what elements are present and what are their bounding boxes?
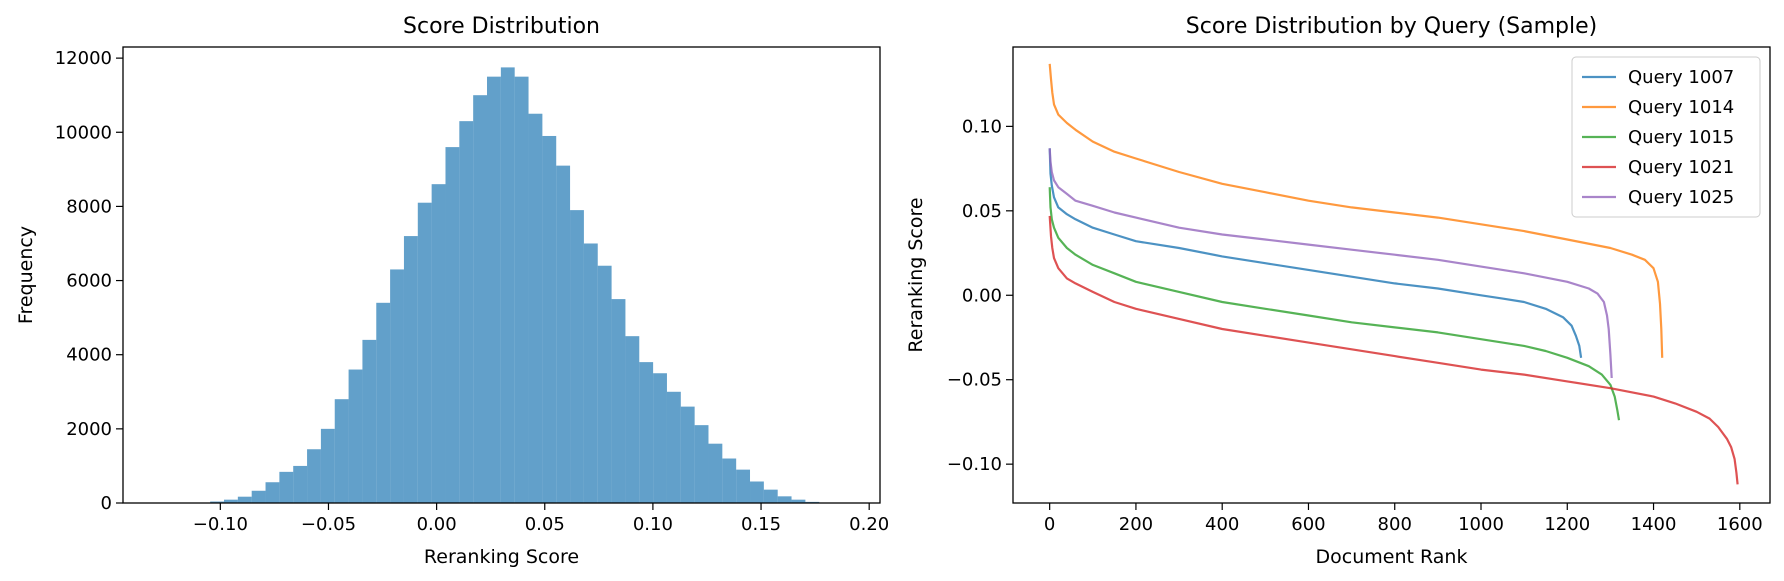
histogram-bar — [417, 202, 432, 503]
histogram-bar — [722, 458, 737, 503]
x-tick-label: 1600 — [1717, 514, 1763, 535]
histogram-bar — [473, 95, 488, 503]
histogram-panel: −0.10 −0.05 0.00 0.05 0.10 0.15 0.20 0 2000 4000 6… — [15, 14, 889, 568]
histogram-bar — [570, 210, 584, 503]
histogram-bar — [320, 428, 335, 503]
y-tick-label: −0.10 — [947, 454, 1002, 475]
series-line-query-1007 — [1048, 148, 1583, 358]
histogram-bar — [293, 465, 308, 503]
plot-frame — [122, 46, 881, 504]
y-tick-label: 4000 — [66, 345, 112, 366]
histogram-bar — [777, 496, 792, 503]
x-tick-label: 0.10 — [633, 514, 673, 535]
histogram-bar — [791, 499, 806, 503]
histogram-bar — [736, 469, 751, 503]
x-tick-label: 800 — [1378, 514, 1412, 535]
histogram-bar — [653, 373, 667, 503]
histogram-bar — [556, 165, 571, 503]
histogram-bar — [597, 265, 612, 503]
line-chart-panel: 0 200 400 600 800 1000 1200 1400 1600 −0.10 −0.05 0… — [905, 14, 1771, 568]
series-line-query-1021 — [1048, 215, 1739, 485]
y-tick-label: 6000 — [66, 271, 112, 292]
x-tick-label: 0.00 — [417, 514, 457, 535]
plot-frame — [1012, 46, 1771, 504]
y-tick-label: 10000 — [55, 122, 112, 143]
x-tick-label: 0.05 — [525, 514, 565, 535]
legend-box — [1571, 56, 1761, 218]
histogram-bar — [583, 243, 598, 504]
chart-title: Score Distribution by Query (Sample) — [1186, 14, 1597, 39]
x-tick-label: 0 — [1044, 514, 1055, 535]
histogram-bar — [362, 339, 377, 503]
histogram-bar — [625, 336, 640, 503]
x-axis-label: Reranking Score — [424, 546, 579, 568]
histogram-bar — [237, 496, 252, 503]
histogram-bar — [750, 481, 764, 503]
legend-label: Query 1025 — [1628, 187, 1734, 208]
legend-label: Query 1007 — [1628, 67, 1734, 88]
y-tick-label: 2000 — [66, 419, 112, 440]
histogram-bar — [500, 67, 515, 503]
histogram-bar — [251, 490, 266, 503]
y-tick-label: 0.00 — [962, 285, 1002, 306]
histogram-bar — [307, 449, 321, 503]
histogram-bar — [459, 121, 474, 504]
x-tick-label: 1400 — [1631, 514, 1677, 535]
series-line-query-1025 — [1048, 148, 1613, 379]
y-tick-label: −0.05 — [947, 370, 1002, 391]
histogram-bar — [445, 147, 460, 503]
histogram-bar — [542, 135, 557, 503]
histogram-bar — [680, 406, 695, 503]
histogram-bar — [279, 471, 294, 503]
histogram-bar — [666, 391, 681, 503]
histogram-bar — [265, 482, 280, 503]
histogram-bar — [514, 76, 529, 503]
x-tick-label: 0.20 — [849, 514, 889, 535]
histogram-bar — [763, 489, 778, 503]
y-tick-label: 0.10 — [962, 116, 1002, 137]
x-tick-label: 1200 — [1544, 514, 1590, 535]
legend-label: Query 1021 — [1628, 157, 1734, 178]
y-tick-label: 0.05 — [962, 201, 1002, 222]
x-tick-label: −0.10 — [193, 514, 248, 535]
histogram-bar — [224, 499, 238, 503]
series-line-query-1014 — [1048, 63, 1664, 358]
x-tick-label: 0.15 — [741, 514, 781, 535]
x-axis-label: Document Rank — [1316, 546, 1468, 568]
histogram-bar — [348, 369, 363, 503]
y-tick-label: 0 — [101, 493, 112, 514]
x-tick-label: 1000 — [1458, 514, 1504, 535]
x-tick-label: 400 — [1205, 514, 1239, 535]
histogram-bar — [403, 236, 418, 503]
histogram-bar — [694, 425, 709, 503]
histogram-bar — [487, 76, 501, 503]
x-tick-label: 600 — [1291, 514, 1325, 535]
histogram-bar — [639, 362, 654, 503]
legend-label: Query 1015 — [1628, 127, 1734, 148]
legend-label: Query 1014 — [1628, 97, 1734, 118]
y-tick-label: 12000 — [55, 48, 112, 69]
x-tick-label: −0.05 — [301, 514, 356, 535]
histogram-bar — [334, 399, 349, 503]
histogram-bar — [376, 302, 391, 503]
series-line-query-1015 — [1048, 187, 1621, 421]
chart-title: Score Distribution — [403, 14, 600, 39]
histogram-bar — [611, 299, 626, 503]
histogram-bar — [528, 113, 543, 504]
x-tick-label: 200 — [1119, 514, 1153, 535]
y-axis-label: Reranking Score — [905, 197, 927, 352]
y-axis-label: Frequency — [15, 226, 37, 324]
histogram-bar — [210, 501, 225, 503]
histogram-bar — [431, 184, 446, 504]
histogram-bar — [708, 443, 723, 503]
y-tick-label: 8000 — [66, 196, 112, 217]
histogram-bar — [390, 269, 404, 503]
legend: Query 1007 Query 1014 Query 1015 Query 1021… — [1571, 56, 1761, 218]
